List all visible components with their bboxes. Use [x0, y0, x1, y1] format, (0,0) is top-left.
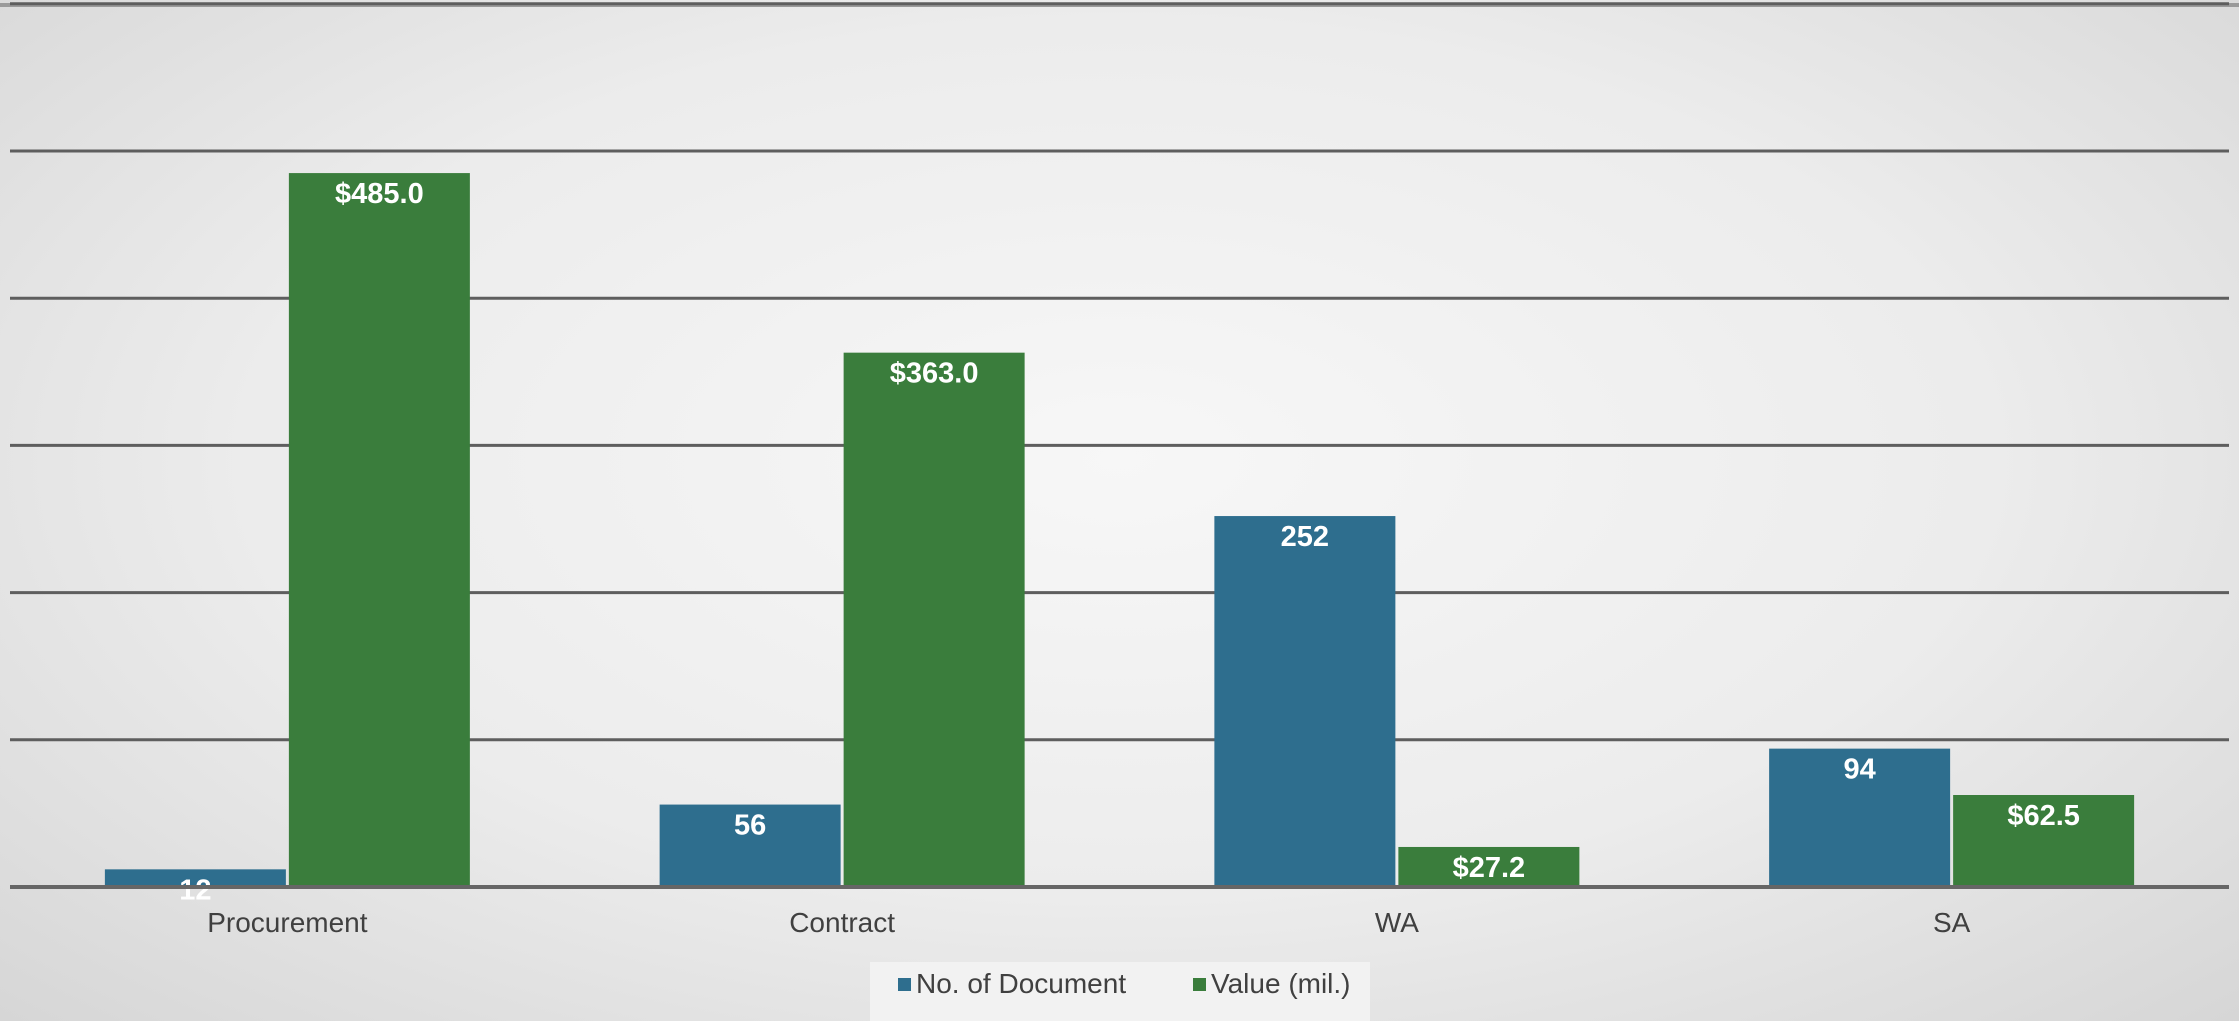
bar-documents-procurement — [104, 869, 286, 887]
bar-value-procurement — [288, 173, 470, 887]
x-tick-label-procurement: Procurement — [207, 907, 368, 938]
data-label-value-wa: $27.2 — [1453, 852, 1526, 884]
data-labels: 12 $485.0 56 $363.0 252 $27.2 94 $62.5 — [179, 178, 2080, 906]
data-label-value-sa: $62.5 — [2007, 800, 2080, 832]
bar-value-contract — [843, 352, 1025, 887]
legend-label-documents: No. of Document — [916, 968, 1126, 999]
bar-value-sa — [1953, 795, 2135, 887]
legend-swatch-value — [1193, 978, 1206, 991]
x-tick-label-wa: WA — [1375, 907, 1419, 938]
legend: No. of Document Value (mil.) — [870, 962, 1370, 1021]
legend-swatch-documents — [898, 978, 911, 991]
data-label-value-contract: $363.0 — [890, 358, 979, 390]
legend-background — [870, 962, 1370, 1021]
bar-value-wa — [1398, 846, 1580, 887]
data-label-documents-contract: 56 — [734, 810, 766, 842]
data-label-documents-sa: 94 — [1843, 754, 1875, 786]
legend-label-value: Value (mil.) — [1211, 968, 1351, 999]
x-tick-label-contract: Contract — [789, 907, 895, 938]
bar-documents-wa — [1214, 516, 1396, 887]
bars — [104, 173, 2135, 887]
x-axis: Procurement Contract WA SA — [10, 885, 2229, 938]
bar-documents-contract — [659, 804, 841, 887]
data-label-documents-procurement: 12 — [179, 874, 211, 906]
x-tick-label-sa: SA — [1933, 907, 1971, 938]
bar-documents-sa — [1769, 748, 1951, 887]
data-label-value-procurement: $485.0 — [335, 178, 424, 210]
data-label-documents-wa: 252 — [1281, 521, 1329, 553]
